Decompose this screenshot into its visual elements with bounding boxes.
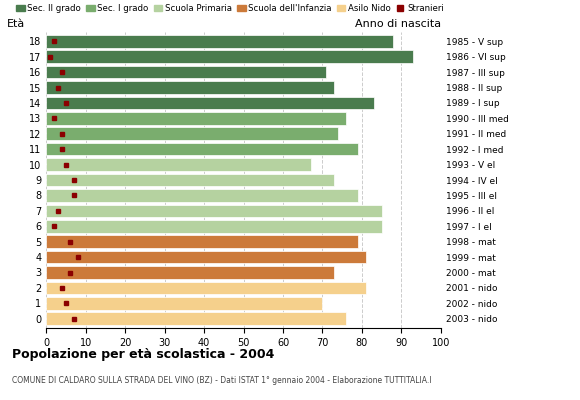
- Bar: [46, 297, 322, 310]
- Bar: [46, 96, 374, 109]
- Bar: [46, 312, 346, 325]
- Bar: [46, 204, 382, 217]
- Bar: [46, 128, 338, 140]
- Legend: Sec. II grado, Sec. I grado, Scuola Primaria, Scuola dell'Infanzia, Asilo Nido, : Sec. II grado, Sec. I grado, Scuola Prim…: [16, 4, 444, 13]
- Bar: [46, 251, 366, 264]
- Bar: [46, 235, 358, 248]
- Bar: [46, 220, 382, 232]
- Bar: [46, 189, 358, 202]
- Bar: [46, 266, 334, 279]
- Bar: [46, 158, 311, 171]
- Bar: [46, 174, 334, 186]
- Bar: [46, 81, 334, 94]
- Text: COMUNE DI CALDARO SULLA STRADA DEL VINO (BZ) - Dati ISTAT 1° gennaio 2004 - Elab: COMUNE DI CALDARO SULLA STRADA DEL VINO …: [12, 376, 431, 385]
- Text: Età: Età: [7, 19, 25, 29]
- Bar: [46, 112, 346, 125]
- Bar: [46, 143, 358, 156]
- Bar: [46, 282, 366, 294]
- Text: Popolazione per età scolastica - 2004: Popolazione per età scolastica - 2004: [12, 348, 274, 361]
- Text: Anno di nascita: Anno di nascita: [355, 19, 441, 29]
- Bar: [46, 35, 393, 48]
- Bar: [46, 50, 413, 63]
- Bar: [46, 66, 327, 78]
